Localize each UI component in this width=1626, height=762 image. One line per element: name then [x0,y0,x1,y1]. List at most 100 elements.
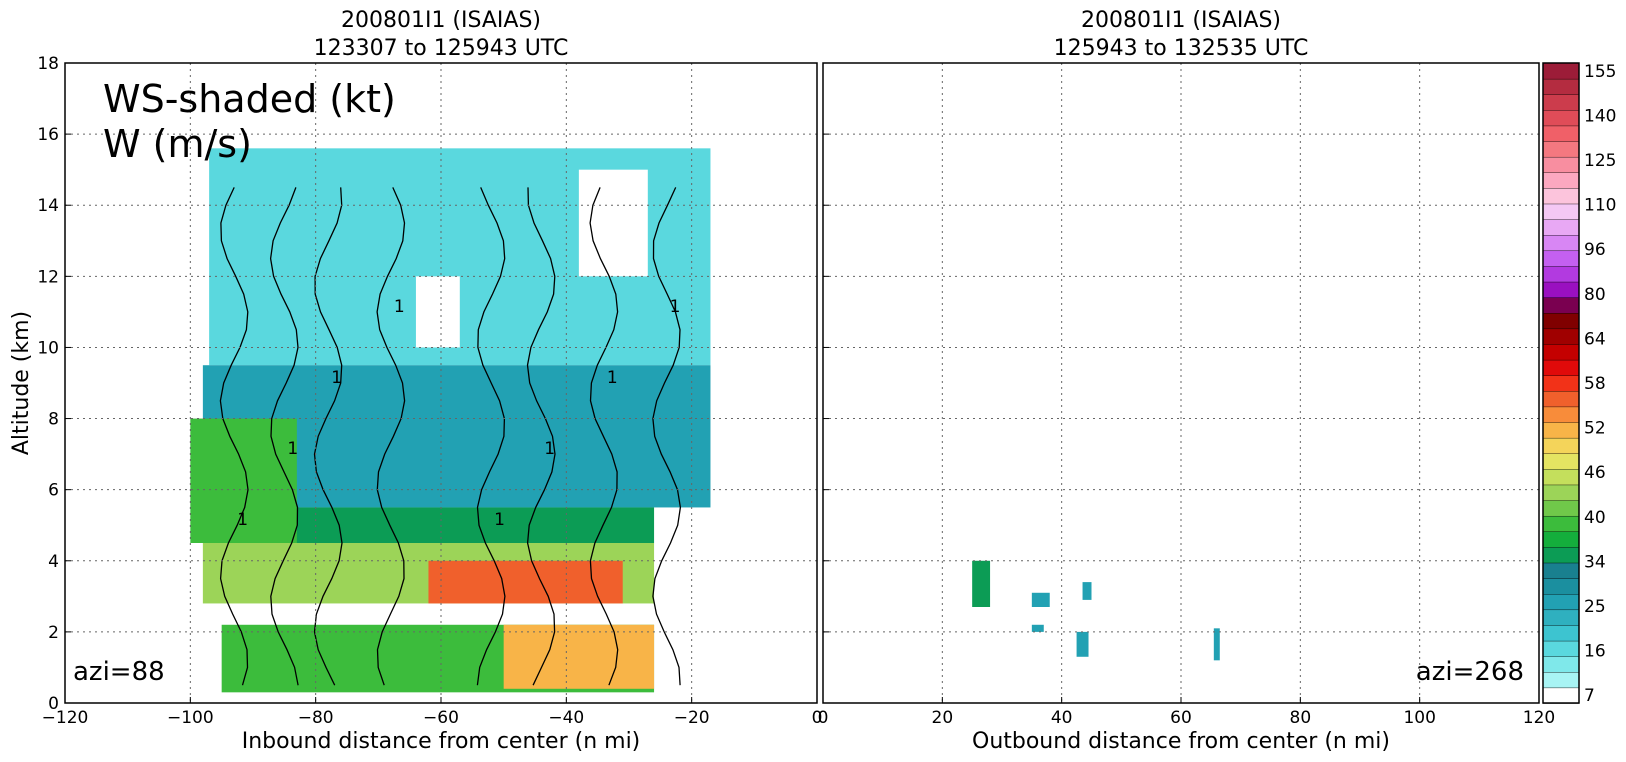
colorbar-swatch [1542,218,1580,236]
right-panel: 0 20 40 60 80 100 120 200801I1 (ISAIAS) 125943… [818,8,1556,754]
w-contour [376,187,406,686]
y-tick-label: 16 [37,125,59,145]
data-gap [190,605,655,623]
colorbar-label: 52 [1584,419,1606,439]
right-title-line2: 125943 to 132535 UTC [1054,36,1309,61]
right-title-line1: 200801I1 (ISAIAS) [1081,8,1281,33]
y-tick-label: 12 [37,267,59,287]
y-tick-label: 14 [37,196,59,216]
contour-label: 1 [394,297,405,317]
w-contour [219,187,249,686]
colorbar-swatches [1542,62,1580,704]
wind-cell [503,624,655,689]
contour-label: 1 [607,368,618,388]
y-tick-label: 6 [48,481,59,501]
colorbar-swatch [1542,437,1580,454]
colorbar-swatch [1542,515,1580,532]
left-grid [65,63,817,703]
w-contour [589,187,619,686]
wind-cell [972,560,991,607]
colorbar-label: 125 [1584,151,1616,171]
right-wind-field [972,560,1220,661]
colorbar-label: 64 [1584,329,1606,349]
colorbar-swatch [1542,62,1580,80]
wind-cell [190,418,297,543]
wind-cell [1031,624,1044,632]
right-grid [823,63,1539,703]
colorbar-swatch [1542,78,1580,95]
annotation-w: W (m/s) [103,122,252,166]
wind-cell [1213,628,1220,661]
colorbar-swatch [1542,406,1580,423]
x-tick-label: −100 [167,708,214,728]
colorbar-swatch [1542,484,1580,501]
left-title-line2: 123307 to 125943 UTC [314,36,569,61]
colorbar-swatch [1542,499,1580,517]
colorbar-swatch [1542,687,1580,704]
contour-label: 1 [237,510,248,530]
colorbar-swatch [1542,281,1580,298]
colorbar-swatch [1542,203,1580,220]
colorbar-label: 16 [1584,642,1606,662]
x-tick-label: 0 [818,708,829,728]
wind-cell [428,560,623,604]
colorbar-swatch [1542,374,1580,392]
wind-cell [1076,631,1089,657]
colorbar-swatch [1542,546,1580,564]
x-tick-label: 120 [1523,708,1555,728]
x-tick-label: 0 [812,708,823,728]
colorbar-swatch [1542,265,1580,283]
x-tick-label: 20 [932,708,954,728]
colorbar-swatch [1542,421,1580,439]
colorbar-frame [1542,62,1580,704]
wind-cell [578,169,648,277]
colorbar-swatch [1542,624,1580,642]
colorbar-labels: 7 16 25 34 40 46 52 58 64 80 96 110 125 140 155 [1584,62,1616,706]
x-tick-label: 100 [1403,708,1435,728]
colorbar-swatch [1542,609,1580,626]
colorbar-swatch [1542,671,1580,689]
x-tick-label: −40 [548,708,584,728]
w-contour [652,187,682,686]
contour-label: 1 [287,439,298,459]
contour-label: 1 [494,510,505,530]
colorbar-swatch [1542,125,1580,142]
colorbar-swatch [1542,156,1580,173]
right-x-axis-label: Outbound distance from center (n mi) [972,729,1390,754]
colorbar-swatch [1542,655,1580,673]
annotation-ws-shaded: WS-shaded (kt) [103,77,396,121]
colorbar-swatch [1542,296,1580,314]
wind-cell [1082,582,1092,600]
w-contour [526,187,556,686]
left-ticks: −120 −100 −80 −60 −40 −20 0 0 2 4 6 8 10 12 14 16 18 [37,54,822,728]
colorbar-swatch [1542,359,1580,376]
colorbar-swatch [1542,140,1580,158]
colorbar-swatch [1542,343,1580,361]
colorbar-label: 7 [1584,686,1595,706]
colorbar-swatch [1542,94,1580,111]
w-contour [269,187,299,686]
colorbar-swatch [1542,328,1580,345]
colorbar-swatch [1542,640,1580,657]
right-azimuth-label: azi=268 [1416,657,1524,687]
contour-label: 1 [544,439,555,459]
x-tick-label: −120 [42,708,89,728]
colorbar-swatch [1542,172,1580,189]
x-tick-label: 40 [1051,708,1073,728]
left-x-axis-label: Inbound distance from center (n mi) [242,729,641,754]
right-ticks: 0 20 40 60 80 100 120 [818,62,1555,728]
y-tick-label: 10 [37,338,59,358]
y-axis-label: Altitude (km) [9,311,34,455]
contour-label: 1 [670,297,681,317]
contour-label: 1 [331,368,342,388]
x-tick-label: 60 [1170,708,1192,728]
colorbar-label: 58 [1584,374,1606,394]
colorbar-swatch [1542,468,1580,486]
colorbar-swatch [1542,593,1580,611]
left-wind-field [190,148,711,693]
colorbar-label: 34 [1584,552,1606,572]
colorbar-label: 40 [1584,508,1606,528]
colorbar: 7 16 25 34 40 46 52 58 64 80 96 110 125 140 155 [1542,62,1616,706]
colorbar-swatch [1542,250,1580,267]
